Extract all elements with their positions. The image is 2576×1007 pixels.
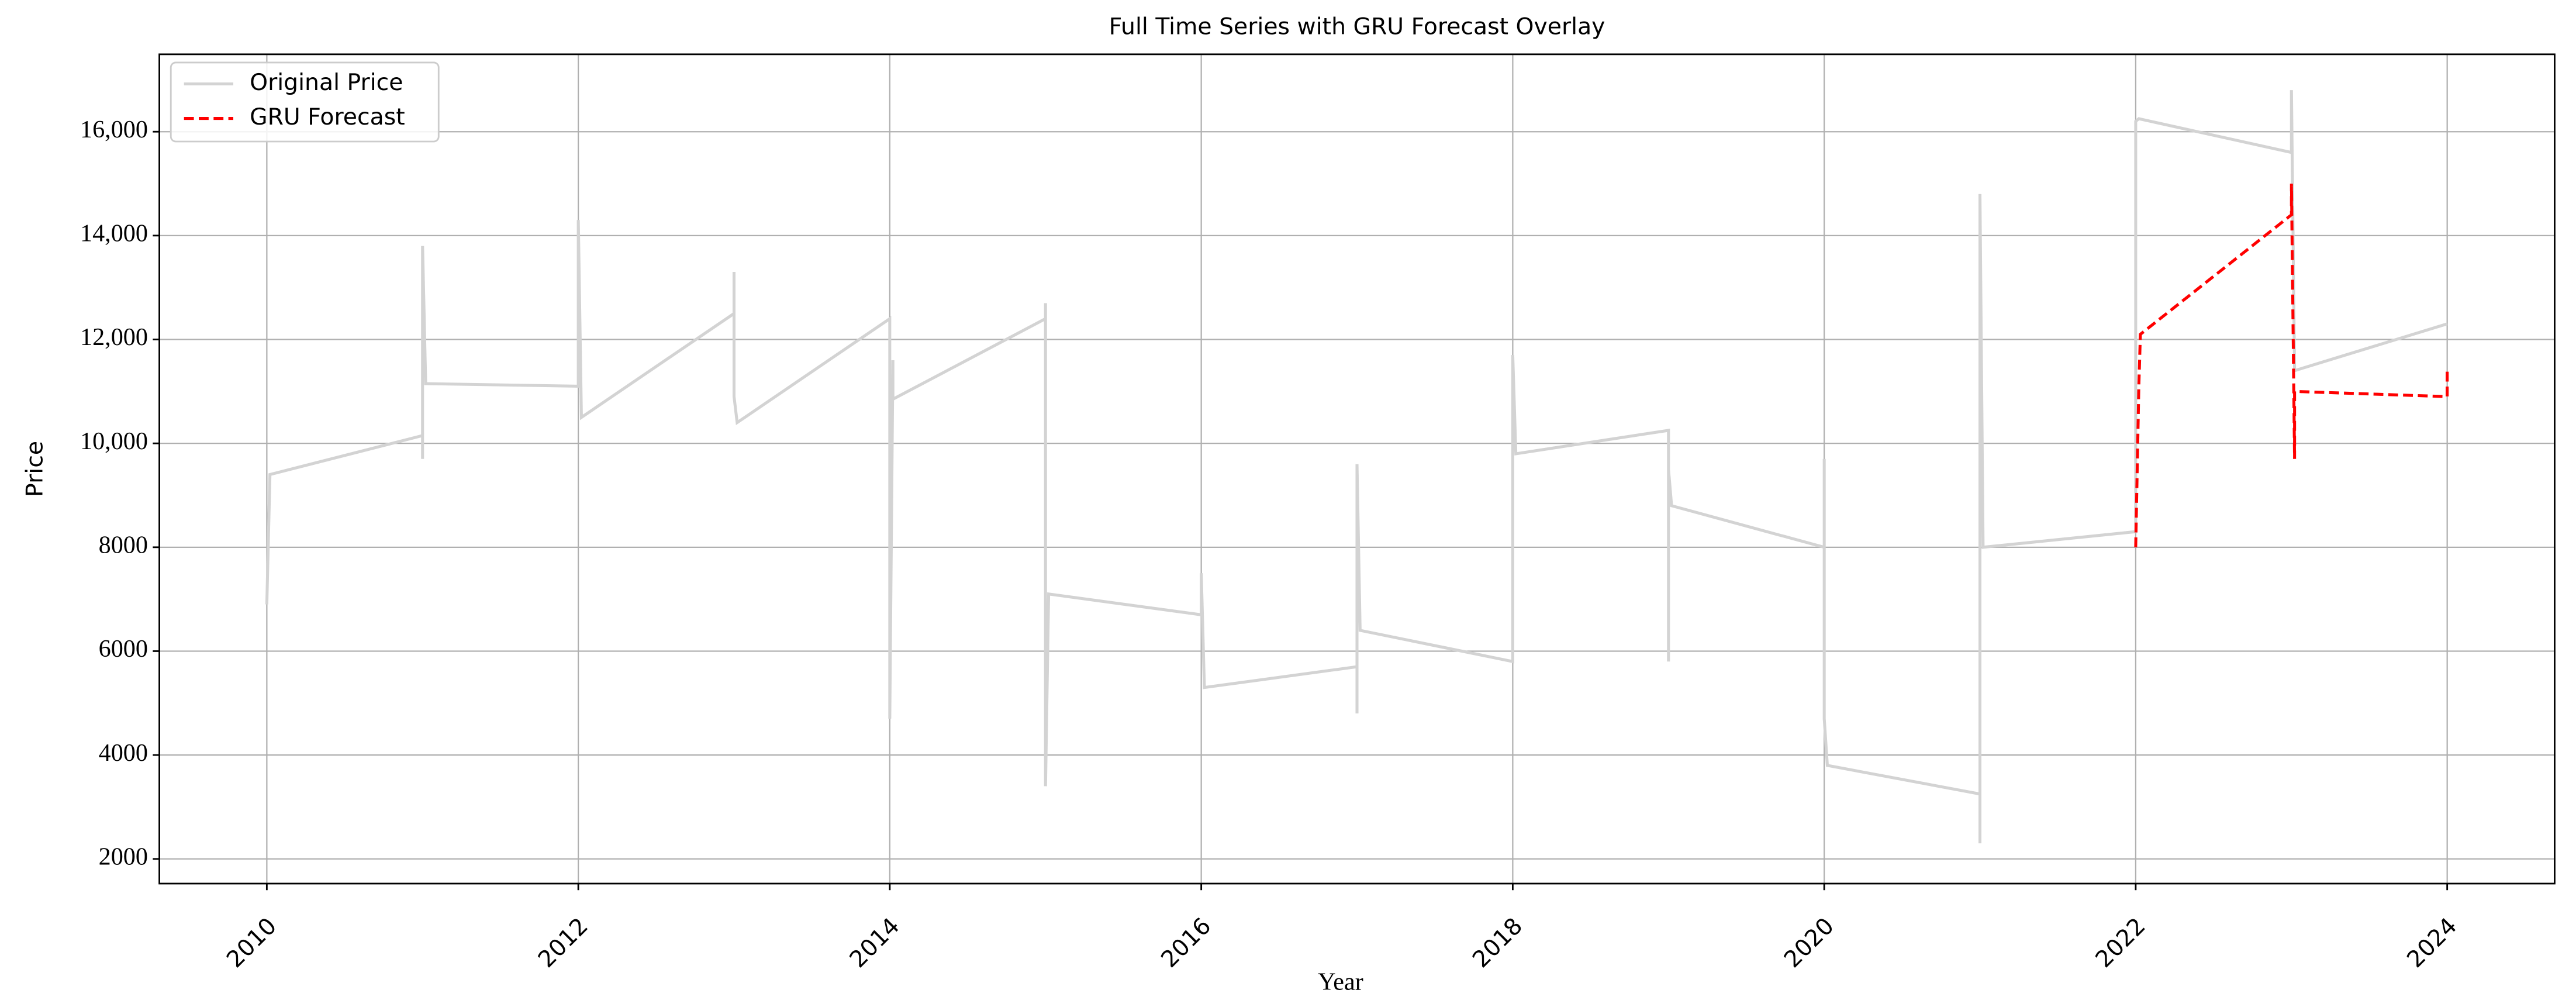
y-tick-label: 16,000: [80, 116, 148, 143]
x-axis-label: Year: [1318, 968, 1363, 995]
y-tick-label: 6000: [99, 635, 148, 663]
x-tick-label: 2010: [222, 912, 282, 972]
y-tick-label: 8000: [99, 531, 148, 558]
x-tick-label: 2024: [2402, 912, 2462, 972]
x-tick-label: 2020: [1779, 912, 1839, 972]
y-tick-label: 14,000: [80, 220, 148, 247]
chart-title: Full Time Series with GRU Forecast Overl…: [1109, 13, 1605, 40]
plot-frame: [158, 53, 2556, 885]
x-tick-label: 2016: [1156, 912, 1216, 972]
y-tick-label: 10,000: [80, 427, 148, 455]
legend-label: GRU Forecast: [250, 104, 405, 130]
legend-box: [170, 61, 440, 143]
x-tick-label: 2012: [533, 912, 593, 972]
x-tick-label: 2022: [2090, 912, 2150, 972]
y-axis-label: Price: [21, 441, 48, 497]
y-tick-label: 12,000: [80, 323, 148, 351]
y-tick-label: 4000: [99, 739, 148, 767]
y-tick-label: 2000: [99, 843, 148, 870]
legend-label: Original Price: [250, 69, 403, 96]
series-line: [2134, 184, 2449, 547]
x-tick-label: 2018: [1467, 912, 1528, 972]
series-line: [265, 90, 2448, 844]
x-tick-label: 2014: [844, 912, 904, 972]
